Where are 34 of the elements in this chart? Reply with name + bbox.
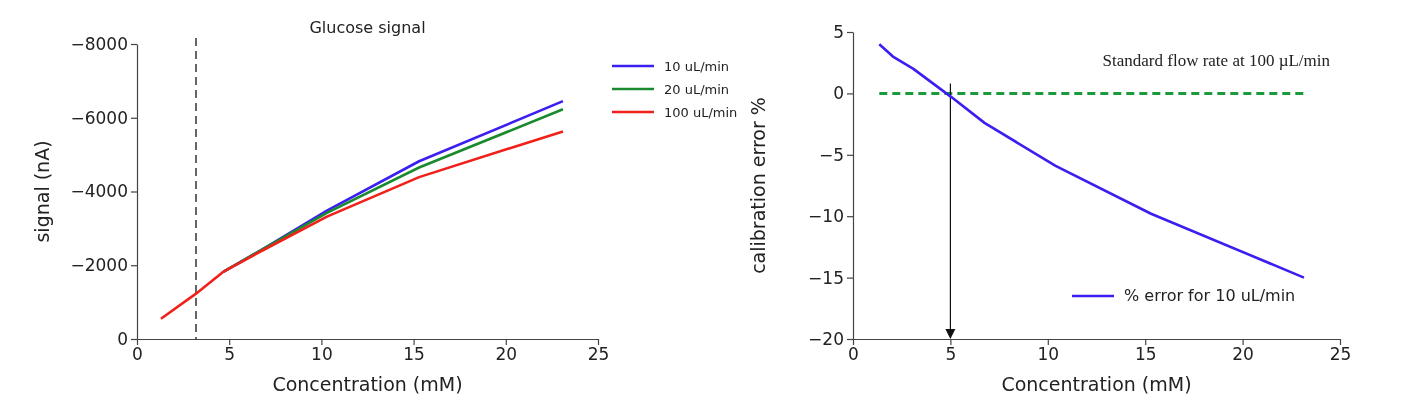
- x-tick-label: 20: [495, 344, 518, 365]
- y-tick-label: −4000: [70, 181, 128, 202]
- x-tick-label: 25: [587, 344, 610, 365]
- x-axis-title: Concentration (mM): [1001, 373, 1192, 395]
- legend-label: 20 uL/min: [664, 82, 730, 97]
- x-axis-title: Concentration (mM): [272, 373, 463, 395]
- annotation: Standard flow rate at 100 µL/min: [1102, 51, 1331, 70]
- y-tick-label: −2000: [70, 255, 128, 276]
- x-tick-label: 15: [1134, 344, 1157, 365]
- x-tick-label: 0: [848, 344, 859, 365]
- y-axis-title: signal (nA): [31, 140, 53, 243]
- y-tick-label: −8000: [70, 33, 128, 54]
- y-tick-label: 0: [117, 328, 128, 349]
- y-tick-label: −15: [808, 267, 844, 288]
- x-tick-label: 0: [132, 344, 143, 365]
- y-tick-label: 5: [833, 21, 844, 42]
- y-tick-label: 0: [833, 83, 844, 104]
- y-tick-label: −5: [818, 144, 844, 165]
- legend-label: 10 uL/min: [664, 59, 730, 74]
- y-axis-title: calibration error %: [747, 97, 769, 274]
- y-tick-label: −20: [808, 328, 844, 349]
- chart-title: Glucose signal: [309, 18, 426, 37]
- legend-label: 100 uL/min: [664, 105, 738, 120]
- x-tick-label: 10: [311, 344, 333, 365]
- y-tick-label: −10: [808, 206, 844, 227]
- x-tick-label: 5: [224, 344, 236, 365]
- x-tick-label: 25: [1329, 344, 1352, 365]
- x-tick-label: 15: [403, 344, 425, 365]
- line-series: [159, 130, 565, 321]
- x-tick-label: 20: [1232, 344, 1254, 365]
- x-tick-label: 5: [945, 344, 957, 365]
- x-tick-label: 10: [1037, 344, 1060, 365]
- legend-label: % error for 10 uL/min: [1124, 286, 1296, 305]
- y-tick-label: −6000: [70, 107, 128, 128]
